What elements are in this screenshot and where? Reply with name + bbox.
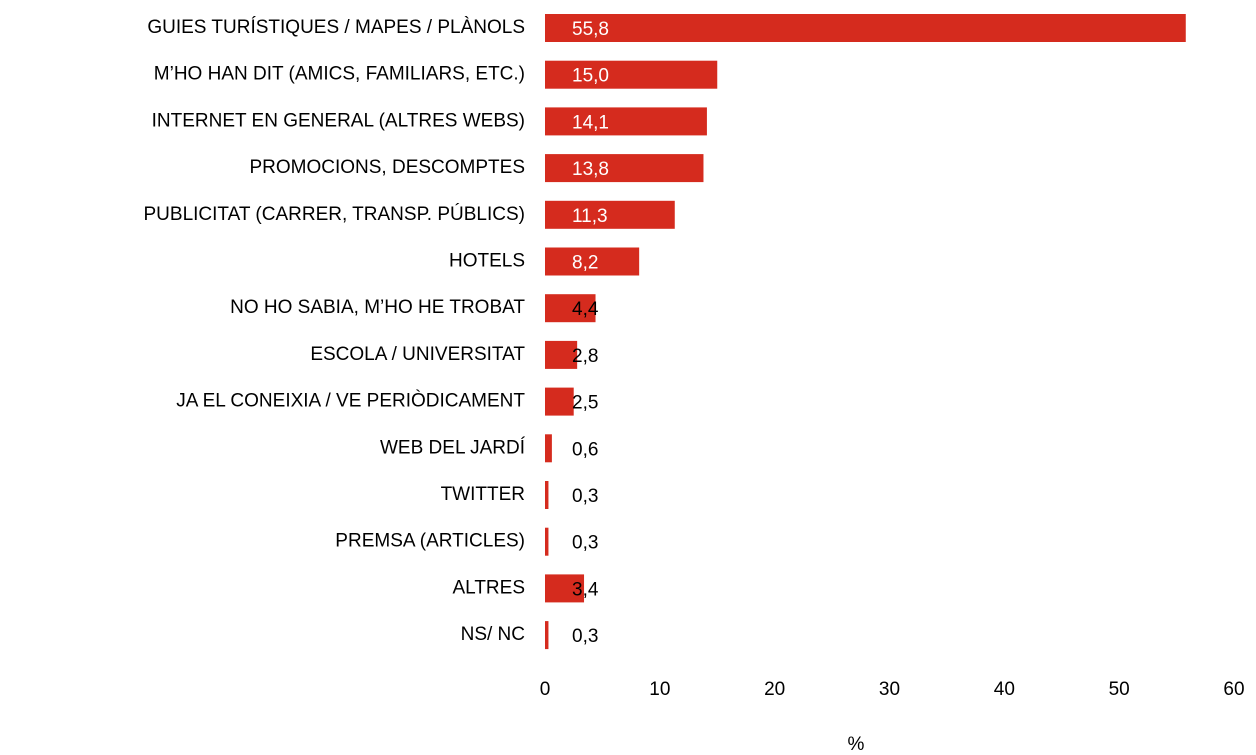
category-label: PROMOCIONS, DESCOMPTES xyxy=(249,157,525,178)
value-label: 0,3 xyxy=(572,626,598,647)
bar xyxy=(545,527,549,556)
value-label: 0,3 xyxy=(572,533,598,554)
category-label: M’HO HAN DIT (AMICS, FAMILIARS, ETC.) xyxy=(154,64,525,85)
bar xyxy=(545,107,707,136)
bar xyxy=(545,154,704,183)
bar xyxy=(545,621,549,650)
x-tick-label: 40 xyxy=(994,679,1015,700)
bar xyxy=(545,481,549,509)
x-tick-label: 30 xyxy=(879,679,900,700)
bar xyxy=(545,247,640,276)
bar xyxy=(545,434,552,463)
category-label: INTERNET EN GENERAL (ALTRES WEBS) xyxy=(152,110,525,131)
category-label: NS/ NC xyxy=(461,624,525,645)
value-label: 15,0 xyxy=(572,66,609,87)
category-label: JA EL CONEIXIA / VE PERIÒDICAMENT xyxy=(176,390,525,412)
x-tick-label: 10 xyxy=(649,679,670,700)
category-label: PREMSA (ARTICLES) xyxy=(335,531,525,552)
x-tick-label: 60 xyxy=(1223,679,1244,700)
bar xyxy=(545,60,718,89)
value-label: 8,2 xyxy=(572,253,598,274)
bar xyxy=(545,574,585,603)
value-label: 2,8 xyxy=(572,346,598,367)
x-tick-label: 0 xyxy=(540,679,551,700)
value-label: 4,4 xyxy=(572,299,599,320)
value-label: 0,6 xyxy=(572,439,598,460)
value-label: 3,4 xyxy=(572,579,599,600)
bar xyxy=(545,14,1186,42)
value-label: 2,5 xyxy=(572,393,598,414)
category-label: GUIES TURÍSTIQUES / MAPES / PLÀNOLS xyxy=(147,17,525,38)
category-label: PUBLICITAT (CARRER, TRANSP. PÚBLICS) xyxy=(144,203,526,225)
x-axis-label: % xyxy=(848,734,865,755)
x-tick-label: 50 xyxy=(1109,679,1130,700)
bar xyxy=(545,294,596,323)
category-label: TWITTER xyxy=(441,484,525,505)
category-label: HOTELS xyxy=(449,251,525,272)
value-label: 55,8 xyxy=(572,19,609,40)
value-label: 13,8 xyxy=(572,159,609,180)
bar xyxy=(545,387,574,416)
bar xyxy=(545,340,578,369)
x-tick-label: 20 xyxy=(764,679,785,700)
category-label: ALTRES xyxy=(452,577,525,598)
category-label: NO HO SABIA, M’HO HE TROBAT xyxy=(230,297,525,318)
category-label: WEB DEL JARDÍ xyxy=(380,437,526,458)
value-label: 0,3 xyxy=(572,486,598,507)
value-label: 14,1 xyxy=(572,112,609,133)
bar xyxy=(545,200,675,229)
category-label: ESCOLA / UNIVERSITAT xyxy=(310,344,525,365)
value-label: 11,3 xyxy=(572,206,608,227)
